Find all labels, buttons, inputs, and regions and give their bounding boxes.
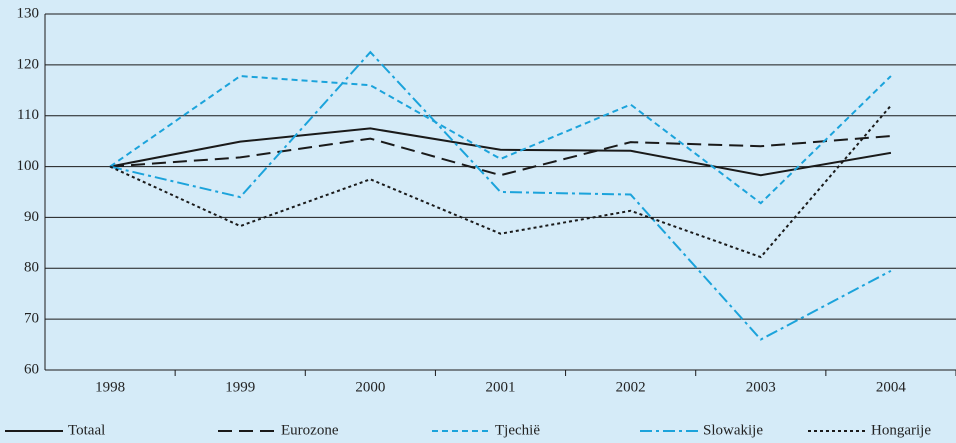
legend-label: Totaal (68, 422, 105, 438)
series-line (110, 135, 892, 177)
x-tick-label: 2002 (616, 379, 646, 395)
x-tick-label: 2004 (876, 379, 907, 395)
x-tick-label: 1999 (225, 379, 255, 395)
series-line (109, 75, 892, 205)
legend-label: Slowakije (703, 422, 763, 438)
x-tick-label: 2003 (746, 379, 776, 395)
x-tick-label: 2001 (486, 379, 516, 395)
series-line (109, 104, 892, 259)
y-tick-label: 60 (24, 361, 39, 377)
x-tick-label: 2000 (355, 379, 385, 395)
legend-label: Eurozone (281, 422, 339, 438)
y-tick-label: 80 (24, 260, 39, 276)
y-tick-label: 120 (17, 56, 40, 72)
y-tick-label: 130 (17, 5, 40, 21)
y-tick-label: 110 (17, 107, 39, 123)
y-tick-label: 70 (24, 311, 39, 327)
y-tick-label: 90 (24, 209, 39, 225)
legend-label: Tjechië (495, 422, 540, 438)
series-line (109, 127, 892, 177)
x-tick-label: 1998 (95, 379, 125, 395)
series-line (109, 50, 892, 341)
y-tick-label: 100 (17, 158, 40, 174)
legend-label: Hongarije (871, 422, 931, 438)
